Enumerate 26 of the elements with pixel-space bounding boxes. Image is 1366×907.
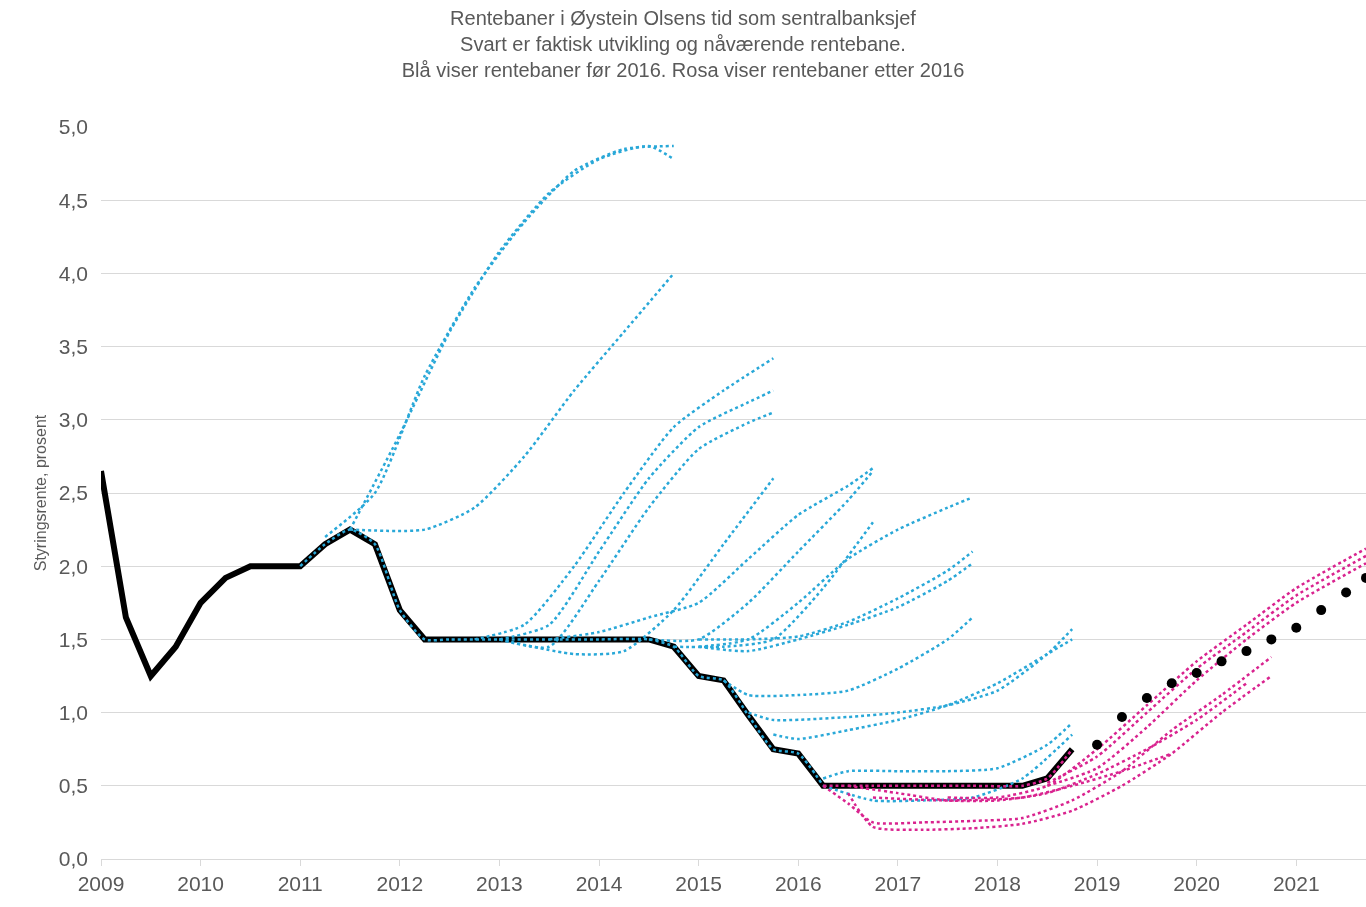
y-tick-label: 4,5 <box>58 188 88 212</box>
x-tick-label: 2017 <box>874 872 922 896</box>
x-tick-label: 2016 <box>774 872 822 896</box>
y-tick-label: 2,5 <box>58 481 88 505</box>
x-tick-label: 2019 <box>1073 872 1121 896</box>
y-axis-title: Styringsrente, prosent <box>31 414 49 572</box>
y-tick-label: 0,5 <box>58 774 88 798</box>
x-tick-label: 2018 <box>974 872 1021 896</box>
y-tick-label: 4,0 <box>58 261 88 285</box>
y-tick-label: 1,5 <box>58 627 88 651</box>
chart-title: Rentebaner i Øystein Olsens tid som sentralbanksjef Svart er faktisk utvikling og nåværende rentebane. Blå viser rentebaner før 2016. Rosa viser rentebaner etter 2016 <box>401 7 965 82</box>
x-tick-label: 2020 <box>1173 872 1221 896</box>
x-tick-label: 2009 <box>77 872 125 896</box>
y-tick-label: 3,5 <box>58 334 88 358</box>
x-tick-label: 2012 <box>376 872 424 896</box>
y-tick-label: 2,0 <box>58 554 88 578</box>
x-tick-label: 2010 <box>177 872 224 896</box>
x-tick-label: 2015 <box>675 872 722 896</box>
x-tick-label: 2021 <box>1272 872 1320 896</box>
y-tick-label: 5,0 <box>58 115 88 139</box>
y-tick-label: 3,0 <box>58 408 88 432</box>
y-tick-label: 1,0 <box>58 700 88 724</box>
y-tick-label: 0,0 <box>58 847 88 871</box>
x-tick-label: 2013 <box>476 872 523 896</box>
x-tick-label: 2011 <box>277 872 323 896</box>
x-tick-label: 2014 <box>575 872 623 896</box>
